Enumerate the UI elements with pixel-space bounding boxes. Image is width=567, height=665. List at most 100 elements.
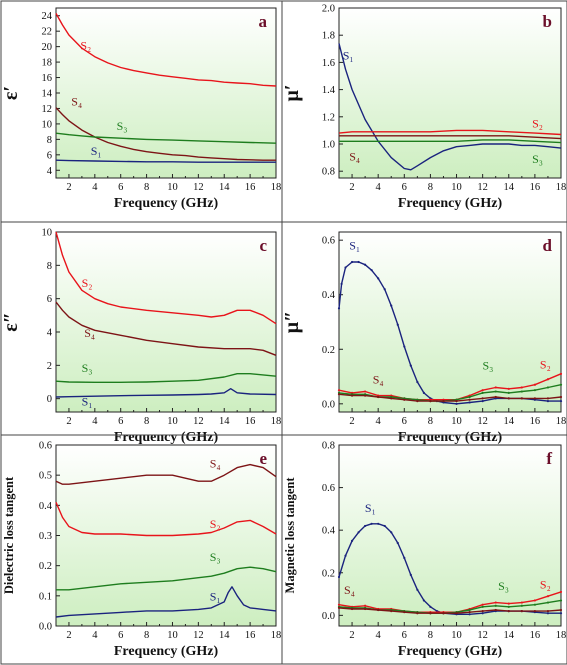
data-point bbox=[533, 603, 536, 606]
x-tick-label: 10 bbox=[167, 630, 178, 641]
x-tick-label: 12 bbox=[193, 182, 204, 193]
y-tick-label: 8 bbox=[47, 261, 52, 272]
x-tick-label: 6 bbox=[118, 416, 123, 427]
x-tick-label: 8 bbox=[428, 182, 433, 193]
y-tick-label: 14 bbox=[42, 89, 53, 100]
series-line bbox=[55, 586, 277, 618]
x-tick-label: 10 bbox=[167, 416, 178, 427]
series-label: S₂ bbox=[540, 357, 551, 371]
data-point bbox=[350, 394, 354, 397]
y-tick-label: 12 bbox=[42, 104, 53, 115]
x-tick-label: 4 bbox=[376, 416, 382, 427]
data-point bbox=[481, 612, 484, 615]
x-tick-label: 16 bbox=[530, 182, 541, 193]
y-tick-label: 2 bbox=[47, 361, 52, 372]
data-point bbox=[337, 393, 341, 396]
data-point bbox=[481, 609, 484, 613]
series-label: S₁ bbox=[210, 589, 221, 603]
data-point bbox=[559, 395, 563, 399]
data-point bbox=[340, 282, 343, 285]
data-point bbox=[416, 588, 419, 591]
panel-letter: c bbox=[259, 236, 267, 255]
x-tick-label: 2 bbox=[66, 630, 71, 641]
series-label: S₄ bbox=[210, 457, 221, 471]
series-line bbox=[338, 43, 562, 171]
x-tick-label: 16 bbox=[245, 182, 256, 193]
y-tick-label: 0.0 bbox=[39, 622, 52, 633]
series-label: S₃ bbox=[532, 152, 543, 166]
data-point bbox=[533, 389, 536, 392]
x-tick-label: 12 bbox=[477, 416, 488, 427]
series-line bbox=[55, 502, 277, 537]
y-tick-label: 6 bbox=[47, 294, 52, 305]
x-tick-label: 14 bbox=[504, 182, 515, 193]
data-point bbox=[396, 541, 399, 545]
y-tick-label: 0.2 bbox=[39, 561, 52, 572]
x-tick-label: 8 bbox=[144, 630, 149, 641]
series-label: S₃ bbox=[117, 119, 128, 133]
x-tick-label: 8 bbox=[428, 416, 433, 427]
y-tick-label: 0.4 bbox=[322, 526, 336, 537]
data-point bbox=[377, 522, 380, 525]
x-axis-label: Frequency (GHz) bbox=[398, 644, 503, 659]
y-tick-label: 4 bbox=[47, 166, 53, 177]
data-point bbox=[416, 612, 419, 615]
data-point bbox=[468, 608, 471, 612]
x-tick-label: 14 bbox=[219, 416, 230, 427]
panel-f: 2 4 6 8 10 12 14 16 18 0.0 0.2 0.4 0.6 0.8 Frequency (… bbox=[281, 434, 567, 665]
data-point bbox=[546, 609, 550, 613]
data-point bbox=[546, 595, 550, 598]
plot-area bbox=[338, 444, 562, 627]
data-point bbox=[416, 399, 419, 403]
x-tick-label: 18 bbox=[271, 182, 282, 193]
series-line bbox=[55, 301, 277, 356]
y-tick-label: 0.4 bbox=[322, 290, 336, 301]
plot-area bbox=[338, 231, 562, 413]
data-point bbox=[409, 573, 412, 576]
x-tick-label: 6 bbox=[402, 416, 407, 427]
data-point bbox=[494, 604, 497, 607]
data-point bbox=[507, 387, 510, 390]
series-line bbox=[55, 463, 277, 485]
data-point bbox=[364, 263, 367, 266]
data-point bbox=[559, 590, 563, 594]
data-point bbox=[455, 399, 458, 403]
data-point bbox=[520, 390, 523, 393]
x-tick-label: 12 bbox=[477, 630, 488, 641]
data-point bbox=[494, 390, 497, 393]
data-point bbox=[403, 345, 406, 348]
data-point bbox=[468, 611, 471, 614]
data-point bbox=[494, 608, 497, 612]
panel-frame bbox=[281, 434, 567, 665]
y-tick-label: 0.2 bbox=[322, 568, 335, 579]
y-axis-label: Dielectric loss tangent bbox=[2, 476, 16, 594]
data-point bbox=[559, 399, 563, 403]
series-label: S₁ bbox=[91, 144, 102, 158]
y-tick-label: 0 bbox=[47, 394, 52, 405]
x-tick-label: 4 bbox=[92, 182, 98, 193]
data-point bbox=[383, 524, 386, 528]
series-line bbox=[55, 159, 276, 163]
panel-letter: f bbox=[546, 449, 552, 468]
data-point bbox=[383, 288, 386, 291]
series-label: S₁ bbox=[365, 501, 376, 515]
data-point bbox=[533, 383, 536, 386]
x-tick-label: 6 bbox=[118, 630, 123, 641]
panel-a: 2 4 6 8 10 12 14 16 184681012141618202224Frequen… bbox=[0, 0, 283, 223]
data-point bbox=[559, 372, 563, 375]
x-tick-label: 6 bbox=[402, 182, 407, 193]
panel-e: 2 4 6 8 10 12 14 16 18 0.0 0.1 0.2 0.3 0.4 0.5 0.6 Frequ… bbox=[0, 434, 283, 665]
data-point bbox=[546, 399, 550, 403]
data-point bbox=[429, 612, 432, 615]
data-point bbox=[481, 605, 484, 608]
data-point bbox=[481, 603, 484, 606]
x-tick-label: 16 bbox=[245, 630, 256, 641]
data-point bbox=[370, 522, 373, 525]
data-point bbox=[494, 386, 497, 389]
data-point bbox=[520, 601, 523, 604]
x-tick-label: 4 bbox=[92, 630, 98, 641]
plot-area bbox=[338, 7, 562, 179]
y-tick-label: 24 bbox=[42, 11, 53, 22]
data-point bbox=[422, 391, 425, 395]
series-label: S₁ bbox=[349, 239, 360, 253]
